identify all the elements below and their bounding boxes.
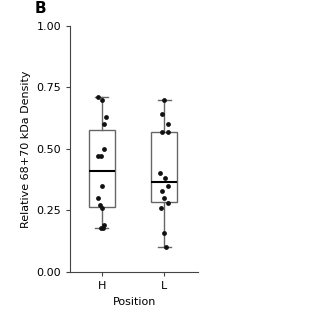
Point (157, 171, 163, 176)
Point (98, 225, 103, 230)
Point (165, 129, 170, 134)
Point (161, 97, 166, 102)
Point (95, 196, 100, 201)
Point (162, 176, 167, 181)
Point (100, 97, 105, 102)
Point (159, 188, 164, 193)
Text: B: B (35, 1, 46, 16)
PathPatch shape (89, 130, 115, 207)
Point (162, 196, 167, 201)
Point (100, 225, 106, 230)
Point (160, 129, 165, 134)
Point (165, 200, 170, 205)
Point (101, 146, 107, 151)
Point (99, 183, 104, 188)
X-axis label: Position: Position (113, 297, 156, 307)
Point (159, 112, 164, 117)
Point (95, 154, 100, 159)
Point (101, 122, 106, 127)
Point (97, 203, 102, 208)
Point (162, 230, 167, 235)
Y-axis label: Relative 68+70 kDa Density: Relative 68+70 kDa Density (21, 70, 31, 228)
Point (95, 94, 100, 100)
Point (99, 205, 104, 211)
PathPatch shape (151, 132, 177, 202)
Point (102, 223, 107, 228)
Point (158, 205, 164, 211)
Point (165, 183, 171, 188)
Point (165, 122, 170, 127)
Point (103, 114, 108, 119)
Point (99, 154, 104, 159)
Point (164, 245, 169, 250)
